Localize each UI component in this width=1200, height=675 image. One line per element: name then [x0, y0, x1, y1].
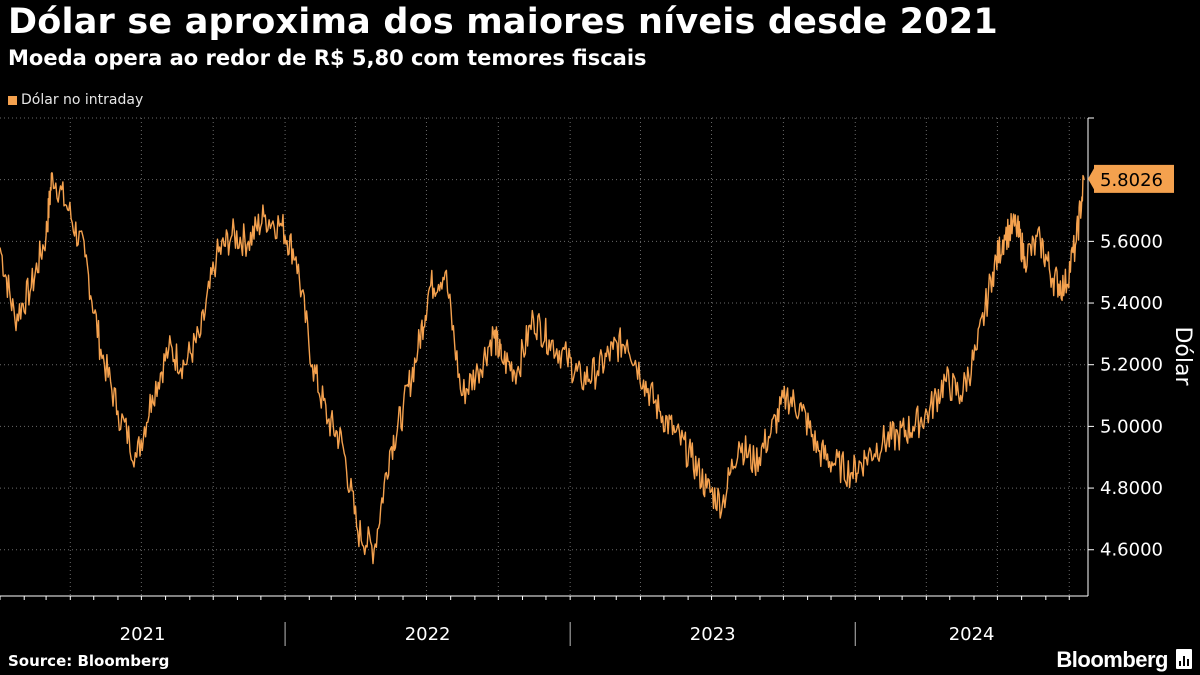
y-axis: 4.6000 4.8000 5.0000 5.2000 5.4000 5.6000: [1087, 117, 1163, 596]
last-value-box: [1094, 164, 1174, 193]
chart-title: Dólar se aproxima dos maiores níveis des…: [8, 2, 998, 42]
x-tick-label: 2024: [949, 624, 995, 645]
brand-logo: Bloomberg: [1056, 647, 1168, 672]
chart-subtitle: Moeda opera ao redor de R$ 5,80 com temo…: [8, 46, 647, 70]
bloomberg-chart-icon: [1176, 649, 1192, 669]
x-tick-label: 2023: [690, 624, 736, 645]
y-axis-title: Dólar: [1170, 326, 1195, 386]
x-tick-label: 2021: [120, 624, 166, 645]
y-tick-label: 5.2000: [1100, 355, 1163, 376]
y-tick-label: 4.8000: [1100, 478, 1163, 499]
y-tick-label: 5.6000: [1100, 231, 1163, 252]
y-tick-label: 5.0000: [1100, 416, 1163, 437]
source-note: Source: Bloomberg: [8, 652, 170, 670]
legend-swatch: [8, 95, 17, 105]
legend: Dólar no intraday: [8, 92, 143, 108]
last-value-marker: 5.8026: [1088, 164, 1174, 193]
series-line-dolar: [0, 172, 1085, 565]
y-tick-label: 5.4000: [1100, 293, 1163, 314]
last-value-label: 5.8026: [1100, 170, 1163, 191]
legend-label: Dólar no intraday: [21, 92, 144, 108]
series-layer: [0, 172, 1085, 565]
grid-lines: [0, 117, 1088, 596]
x-axis: 2021 2022 2023 2024: [0, 595, 1088, 646]
x-tick-label: 2022: [405, 624, 451, 645]
y-tick-label: 4.6000: [1100, 540, 1163, 561]
